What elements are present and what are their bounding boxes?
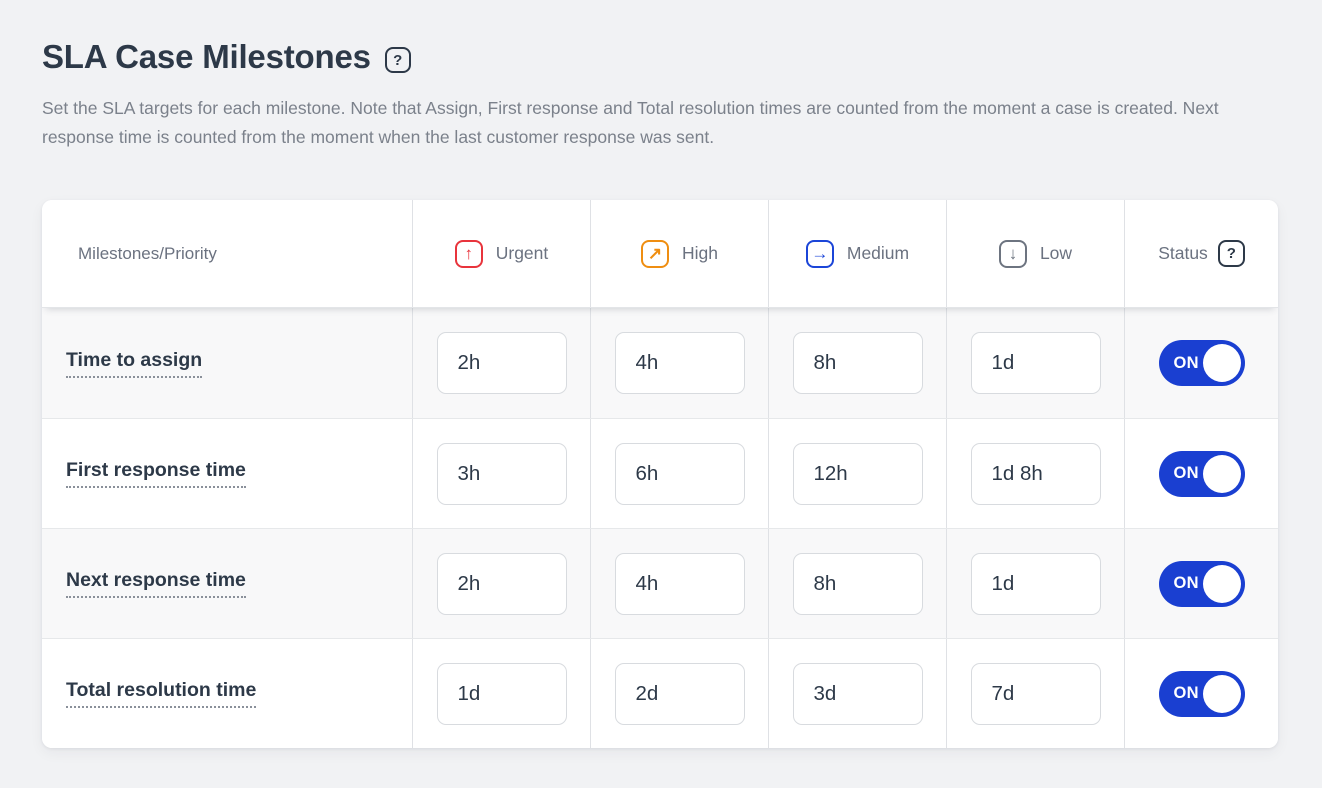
- status-toggle-first-response-time[interactable]: ON: [1158, 450, 1245, 497]
- sla-input-next-response-urgent[interactable]: [436, 552, 567, 615]
- table-row-time-to-assign: Time to assign ON: [42, 308, 1278, 418]
- status-toggle-total-resolution-time[interactable]: ON: [1158, 670, 1245, 717]
- sla-input-time-to-assign-urgent[interactable]: [436, 332, 567, 394]
- status-toggle-next-response-time[interactable]: ON: [1158, 560, 1245, 607]
- sla-input-first-response-low[interactable]: [970, 442, 1101, 505]
- sla-input-first-response-high[interactable]: [614, 442, 745, 505]
- page-description: Set the SLA targets for each milestone. …: [42, 98, 1219, 147]
- toggle-on-label: ON: [1173, 464, 1199, 482]
- sla-input-total-resolution-urgent[interactable]: [436, 662, 567, 725]
- sla-input-next-response-high[interactable]: [614, 552, 745, 615]
- sla-input-total-resolution-medium[interactable]: [792, 662, 923, 725]
- table-body: Time to assign ON First response time: [42, 308, 1278, 748]
- status-help-icon[interactable]: ?: [1217, 240, 1245, 267]
- status-header-label: Status: [1158, 243, 1208, 263]
- toggle-knob: [1202, 344, 1241, 382]
- arrow-up-right-icon: ↗: [641, 239, 669, 268]
- column-header-low: ↓ Low: [947, 200, 1125, 307]
- sla-input-total-resolution-high[interactable]: [614, 662, 745, 725]
- priority-label-medium: Medium: [846, 243, 910, 263]
- sla-input-first-response-medium[interactable]: [792, 442, 923, 505]
- milestone-label-first-response-time[interactable]: First response time: [66, 459, 246, 488]
- toggle-on-label: ON: [1173, 353, 1199, 372]
- sla-input-next-response-low[interactable]: [970, 552, 1101, 615]
- milestone-label-next-response-time[interactable]: Next response time: [66, 569, 246, 598]
- sla-input-time-to-assign-low[interactable]: [970, 332, 1101, 394]
- toggle-on-label: ON: [1173, 574, 1199, 592]
- arrow-down-icon: ↓: [998, 239, 1027, 268]
- page-header: SLA Case Milestones ? Set the SLA target…: [42, 38, 1286, 152]
- sla-input-next-response-medium[interactable]: [792, 552, 923, 615]
- sla-input-first-response-urgent[interactable]: [436, 442, 567, 505]
- toggle-knob: [1202, 564, 1241, 603]
- milestone-label-time-to-assign[interactable]: Time to assign: [66, 349, 203, 378]
- milestone-label-total-resolution-time[interactable]: Total resolution time: [66, 679, 257, 708]
- page-title: SLA Case Milestones: [42, 38, 371, 75]
- column-header-high: ↗ High: [591, 200, 769, 307]
- column-header-milestones-priority: Milestones/Priority: [42, 200, 413, 307]
- priority-label-high: High: [682, 243, 718, 263]
- toggle-on-label: ON: [1173, 684, 1199, 702]
- sla-input-total-resolution-low[interactable]: [970, 662, 1101, 725]
- priority-label-urgent: Urgent: [495, 243, 549, 263]
- sla-milestones-card: Milestones/Priority ↑ Urgent ↗ High → Me…: [42, 200, 1278, 748]
- toggle-knob: [1202, 674, 1241, 713]
- table-row-total-resolution-time: Total resolution time ON: [42, 638, 1278, 748]
- table-row-first-response-time: First response time ON: [42, 418, 1278, 528]
- column-header-medium: → Medium: [769, 200, 947, 307]
- sla-input-time-to-assign-high[interactable]: [614, 332, 745, 394]
- table-header-row: Milestones/Priority ↑ Urgent ↗ High → Me…: [42, 200, 1278, 308]
- status-toggle-time-to-assign[interactable]: ON: [1158, 340, 1245, 386]
- priority-label-low: Low: [1039, 243, 1073, 263]
- toggle-knob: [1202, 454, 1241, 493]
- column-header-status: Status ?: [1125, 200, 1278, 307]
- title-help-icon[interactable]: ?: [384, 47, 411, 73]
- arrow-right-icon: →: [805, 239, 834, 268]
- column-header-urgent: ↑ Urgent: [413, 200, 591, 307]
- sla-input-time-to-assign-medium[interactable]: [792, 332, 923, 394]
- table-row-next-response-time: Next response time ON: [42, 528, 1278, 638]
- arrow-up-icon: ↑: [454, 239, 483, 268]
